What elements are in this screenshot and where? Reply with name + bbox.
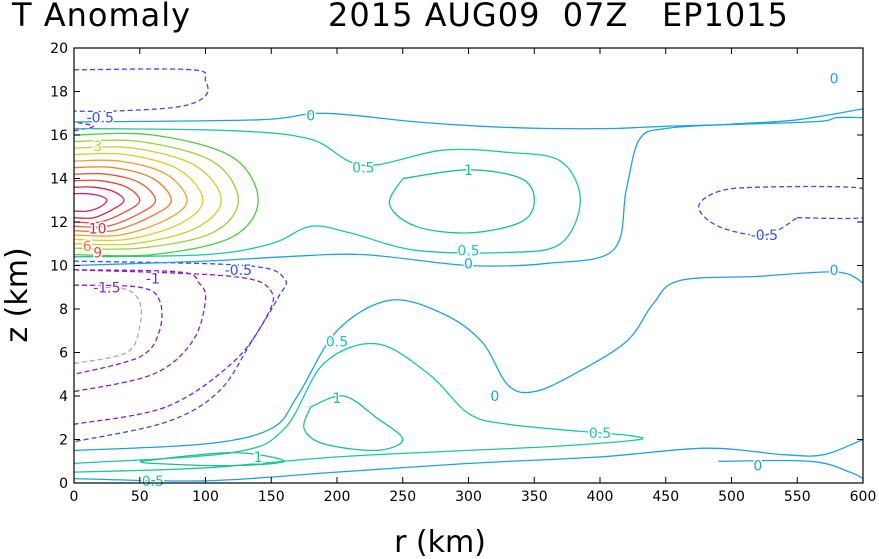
contour-two: [74, 132, 259, 257]
y-tick-label: 14: [50, 172, 68, 188]
contour-label-5: -0.5: [225, 263, 252, 279]
contour-zero-bottom-right: [718, 459, 863, 480]
contour-label-18: 0: [490, 389, 499, 405]
contour-zero-upper: [74, 112, 863, 130]
contour-label-9: 0.5: [352, 161, 374, 177]
y-tick-label: 16: [50, 128, 68, 144]
contour-ten: [74, 186, 125, 219]
x-tick-label: 250: [389, 489, 416, 505]
contour-label-17: 1: [333, 391, 342, 407]
contour-label-21: 0.5: [142, 474, 164, 490]
contour-half-lower: [74, 342, 644, 473]
y-tick-label: 8: [59, 302, 68, 318]
contour-label-11: 0.5: [457, 243, 479, 259]
y-tick-label: 4: [59, 389, 68, 405]
contour-neg05-top: [74, 68, 209, 113]
contour-label-0: -0.5: [87, 111, 114, 127]
contour-six: [74, 159, 188, 237]
contour-neg1: [74, 269, 207, 393]
contour-label-13: -0.5: [751, 228, 778, 244]
x-tick-label: 400: [587, 489, 614, 505]
contour-zero-lower: [74, 271, 863, 452]
contour-label-14: 0: [830, 71, 839, 87]
x-tick-label: 300: [455, 489, 482, 505]
x-tick-label: 350: [521, 489, 548, 505]
contour-label-3: 6: [83, 239, 92, 255]
y-tick-label: 0: [59, 476, 68, 492]
contour-neg05-right: [697, 185, 863, 236]
x-tick-label: 0: [70, 489, 79, 505]
contour-label-12: 0: [464, 256, 473, 272]
contour-label-10: 1: [464, 163, 473, 179]
x-tick-label: 600: [850, 489, 877, 505]
contour-zero-bottom: [74, 438, 863, 482]
contour-one-upper: [388, 169, 535, 234]
x-tick-label: 500: [718, 489, 745, 505]
contour-label-8: 0: [306, 108, 315, 124]
contour-label-20: 1: [254, 450, 263, 466]
contour-neg1-alt: [74, 269, 275, 425]
contour-four: [74, 146, 222, 246]
contour-neg15: [74, 284, 163, 375]
x-tick-label: 50: [131, 489, 149, 505]
chart-title-left: T Anomaly: [12, 0, 192, 34]
contour-label-2: 10: [89, 222, 107, 238]
contour-three: [74, 139, 240, 250]
x-tick-label: 100: [192, 489, 219, 505]
x-axis-title: r (km): [394, 525, 486, 559]
x-tick-label: 450: [652, 489, 679, 505]
contour-label-6: -1: [146, 272, 160, 288]
contour-neg1-upper: [74, 121, 95, 132]
y-tick-label: 18: [50, 85, 68, 101]
contour-label-22: 0: [753, 459, 762, 475]
x-tick-label: 550: [784, 489, 811, 505]
y-tick-label: 6: [59, 346, 68, 362]
y-axis-title: z (km): [0, 247, 35, 342]
chart-title-right: 2015 AUG09 07Z EP1015: [328, 0, 789, 34]
contour-one-lower: [303, 395, 404, 452]
contour-eight: [74, 172, 157, 228]
x-axis: 0 50 100 150 200 250 300 350 400 450 500 550 600: [70, 48, 877, 505]
contour-lines: [74, 68, 863, 482]
contour-eleven: [74, 192, 108, 213]
contour-zero-top-right: [74, 108, 863, 267]
y-tick-label: 12: [50, 215, 68, 231]
contour-one-bottom: [139, 451, 286, 467]
contour-five: [74, 152, 204, 242]
contour-nine: [74, 179, 141, 224]
contour-label-16: 0.5: [326, 335, 348, 351]
contour-label-19: 0.5: [589, 426, 611, 442]
contour-seven: [74, 166, 172, 233]
contour-neg2: [74, 286, 143, 365]
contour-label-7: -1.5: [93, 280, 120, 296]
y-tick-label: 2: [59, 433, 68, 449]
x-tick-label: 200: [324, 489, 351, 505]
y-tick-label: 20: [50, 41, 68, 57]
contour-half-upper: [74, 127, 581, 258]
contour-label-15: 0: [830, 263, 839, 279]
contour-label-1: 3: [93, 139, 102, 155]
contour-label-4: 9: [93, 245, 102, 261]
y-tick-label: 10: [50, 259, 68, 275]
contour-neg05-lower: [74, 260, 288, 443]
x-tick-label: 150: [258, 489, 285, 505]
